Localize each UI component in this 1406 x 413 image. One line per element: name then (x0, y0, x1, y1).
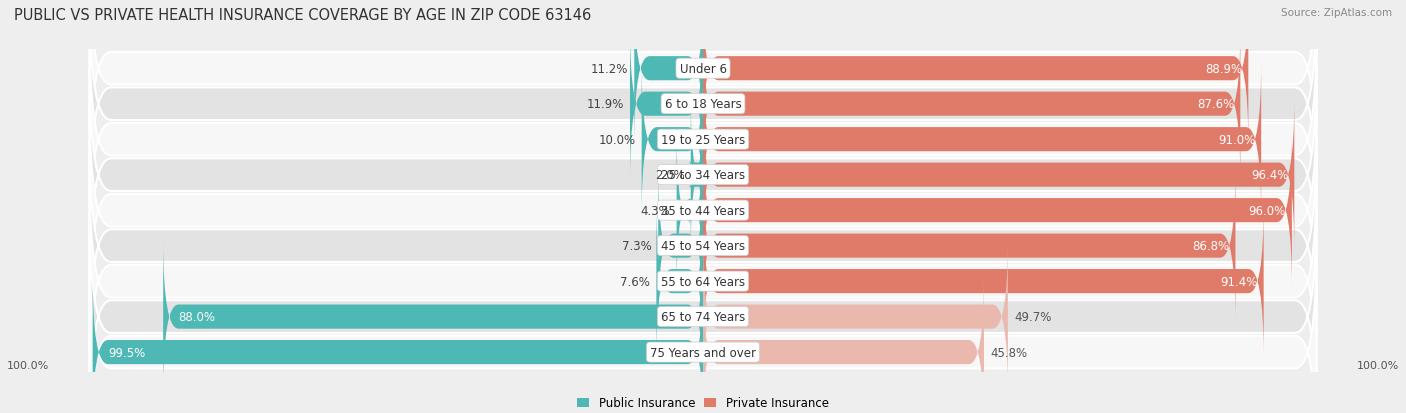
Text: 45 to 54 Years: 45 to 54 Years (661, 240, 745, 252)
Text: Source: ZipAtlas.com: Source: ZipAtlas.com (1281, 8, 1392, 18)
FancyBboxPatch shape (90, 32, 1316, 247)
FancyBboxPatch shape (703, 28, 1240, 181)
Text: 7.3%: 7.3% (623, 240, 652, 252)
Text: 100.0%: 100.0% (7, 361, 49, 370)
FancyBboxPatch shape (90, 209, 1316, 413)
FancyBboxPatch shape (703, 240, 1008, 393)
FancyBboxPatch shape (676, 134, 703, 287)
Text: 86.8%: 86.8% (1192, 240, 1229, 252)
FancyBboxPatch shape (90, 68, 1316, 283)
Text: 19 to 25 Years: 19 to 25 Years (661, 133, 745, 146)
FancyBboxPatch shape (657, 205, 703, 358)
FancyBboxPatch shape (90, 103, 1316, 318)
Text: 6 to 18 Years: 6 to 18 Years (665, 98, 741, 111)
FancyBboxPatch shape (90, 0, 1316, 177)
FancyBboxPatch shape (703, 205, 1264, 358)
Text: 91.4%: 91.4% (1220, 275, 1257, 288)
Text: 65 to 74 Years: 65 to 74 Years (661, 310, 745, 323)
FancyBboxPatch shape (630, 28, 703, 181)
FancyBboxPatch shape (90, 174, 1316, 389)
Text: 45.8%: 45.8% (990, 346, 1028, 359)
Text: 88.9%: 88.9% (1205, 62, 1241, 76)
Text: 7.6%: 7.6% (620, 275, 650, 288)
FancyBboxPatch shape (93, 276, 703, 413)
FancyBboxPatch shape (634, 0, 703, 145)
FancyBboxPatch shape (703, 63, 1261, 216)
Text: 88.0%: 88.0% (179, 310, 215, 323)
FancyBboxPatch shape (688, 99, 706, 252)
Text: 96.0%: 96.0% (1249, 204, 1285, 217)
FancyBboxPatch shape (703, 276, 984, 413)
Text: 11.2%: 11.2% (591, 62, 628, 76)
FancyBboxPatch shape (163, 240, 703, 393)
Text: 55 to 64 Years: 55 to 64 Years (661, 275, 745, 288)
Text: 91.0%: 91.0% (1218, 133, 1256, 146)
FancyBboxPatch shape (90, 244, 1316, 413)
Text: 87.6%: 87.6% (1197, 98, 1234, 111)
FancyBboxPatch shape (703, 0, 1249, 145)
Text: Under 6: Under 6 (679, 62, 727, 76)
FancyBboxPatch shape (703, 99, 1295, 252)
Text: 4.3%: 4.3% (641, 204, 671, 217)
Text: 11.9%: 11.9% (586, 98, 624, 111)
Text: 25 to 34 Years: 25 to 34 Years (661, 169, 745, 182)
Text: 96.4%: 96.4% (1251, 169, 1288, 182)
Text: 10.0%: 10.0% (599, 133, 636, 146)
FancyBboxPatch shape (703, 134, 1292, 287)
FancyBboxPatch shape (658, 170, 703, 323)
Legend: Public Insurance, Private Insurance: Public Insurance, Private Insurance (572, 392, 834, 413)
FancyBboxPatch shape (90, 138, 1316, 354)
Text: PUBLIC VS PRIVATE HEALTH INSURANCE COVERAGE BY AGE IN ZIP CODE 63146: PUBLIC VS PRIVATE HEALTH INSURANCE COVER… (14, 8, 592, 23)
Text: 75 Years and over: 75 Years and over (650, 346, 756, 359)
Text: 99.5%: 99.5% (108, 346, 145, 359)
Text: 100.0%: 100.0% (1357, 361, 1399, 370)
FancyBboxPatch shape (703, 170, 1236, 323)
Text: 49.7%: 49.7% (1014, 310, 1052, 323)
Text: 2.0%: 2.0% (655, 169, 685, 182)
Text: 35 to 44 Years: 35 to 44 Years (661, 204, 745, 217)
FancyBboxPatch shape (90, 0, 1316, 212)
FancyBboxPatch shape (641, 63, 703, 216)
